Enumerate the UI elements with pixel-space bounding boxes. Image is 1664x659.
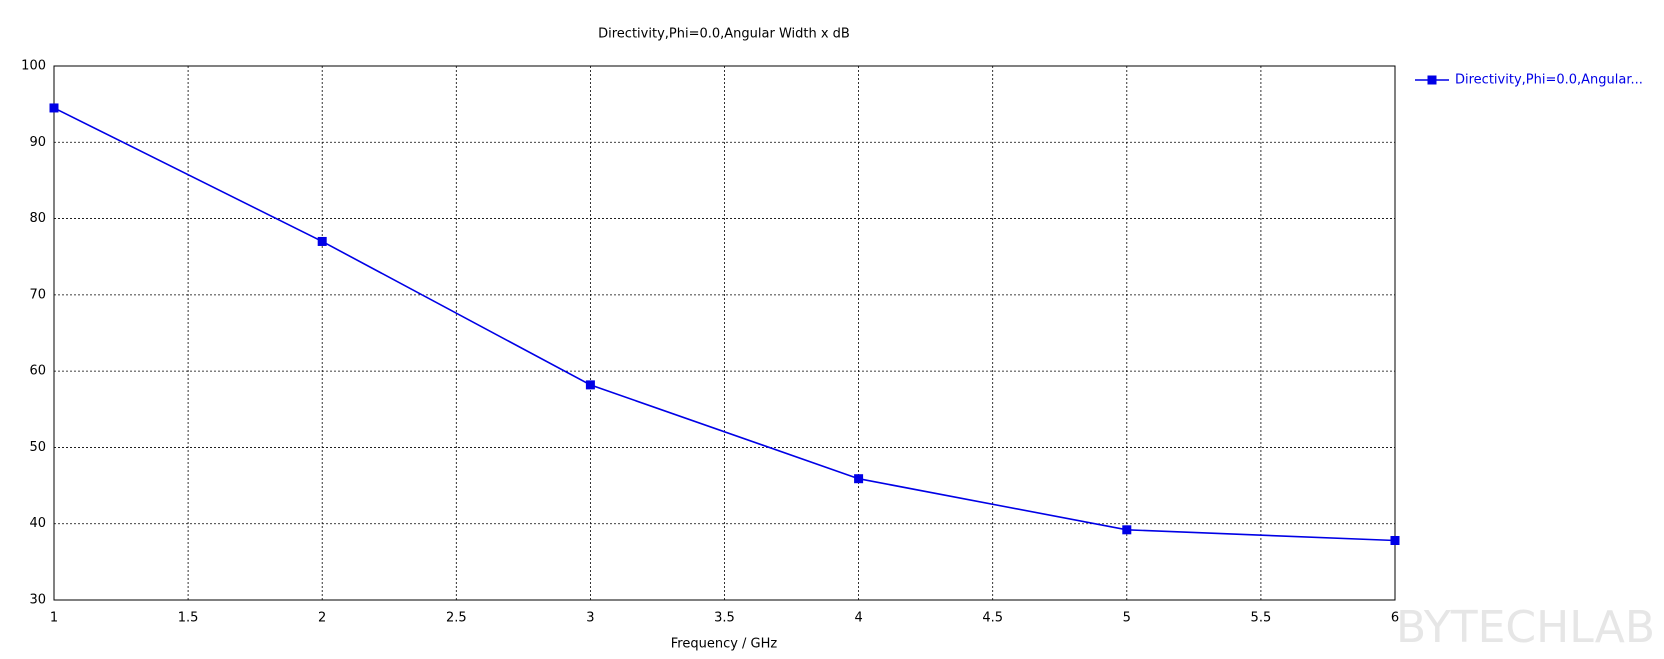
x-tick-label: 6 xyxy=(1391,611,1399,626)
series-line xyxy=(53,107,1396,542)
point-marker xyxy=(854,474,864,484)
y-tick-label: 50 xyxy=(29,440,46,455)
point-marker xyxy=(317,236,327,246)
y-tick-label: 40 xyxy=(29,516,46,531)
y-tick-label: 30 xyxy=(29,593,46,608)
x-tick-label: 1.5 xyxy=(178,611,199,626)
point-marker xyxy=(585,380,595,390)
x-tick-label: 3 xyxy=(586,611,594,626)
y-tick-label: 80 xyxy=(29,211,46,226)
y-tick-label: 90 xyxy=(29,135,46,150)
point-marker xyxy=(49,103,59,113)
point-marker xyxy=(1390,535,1400,545)
watermark: BYTECHLAB xyxy=(1396,602,1655,653)
y-tick-label: 60 xyxy=(29,364,46,379)
point-marker xyxy=(1122,525,1132,535)
y-tick-label: 100 xyxy=(21,59,46,74)
chart-title: Directivity,Phi=0.0,Angular Width x dB xyxy=(598,27,850,42)
x-tick-label: 4.5 xyxy=(982,611,1003,626)
legend-label: Directivity,Phi=0.0,Angular... xyxy=(1455,73,1643,88)
plot-frame xyxy=(53,65,1396,601)
x-axis-label: Frequency / GHz xyxy=(671,637,778,652)
x-tick-label: 1 xyxy=(50,611,58,626)
x-tick-label: 5 xyxy=(1123,611,1131,626)
x-tick-label: 4 xyxy=(854,611,862,626)
y-tick-label: 70 xyxy=(29,287,46,302)
x-tick-label: 2 xyxy=(318,611,326,626)
legend-marker xyxy=(1427,75,1437,85)
x-tick-label: 3.5 xyxy=(714,611,735,626)
x-tick-label: 2.5 xyxy=(446,611,467,626)
x-tick-label: 5.5 xyxy=(1251,611,1272,626)
